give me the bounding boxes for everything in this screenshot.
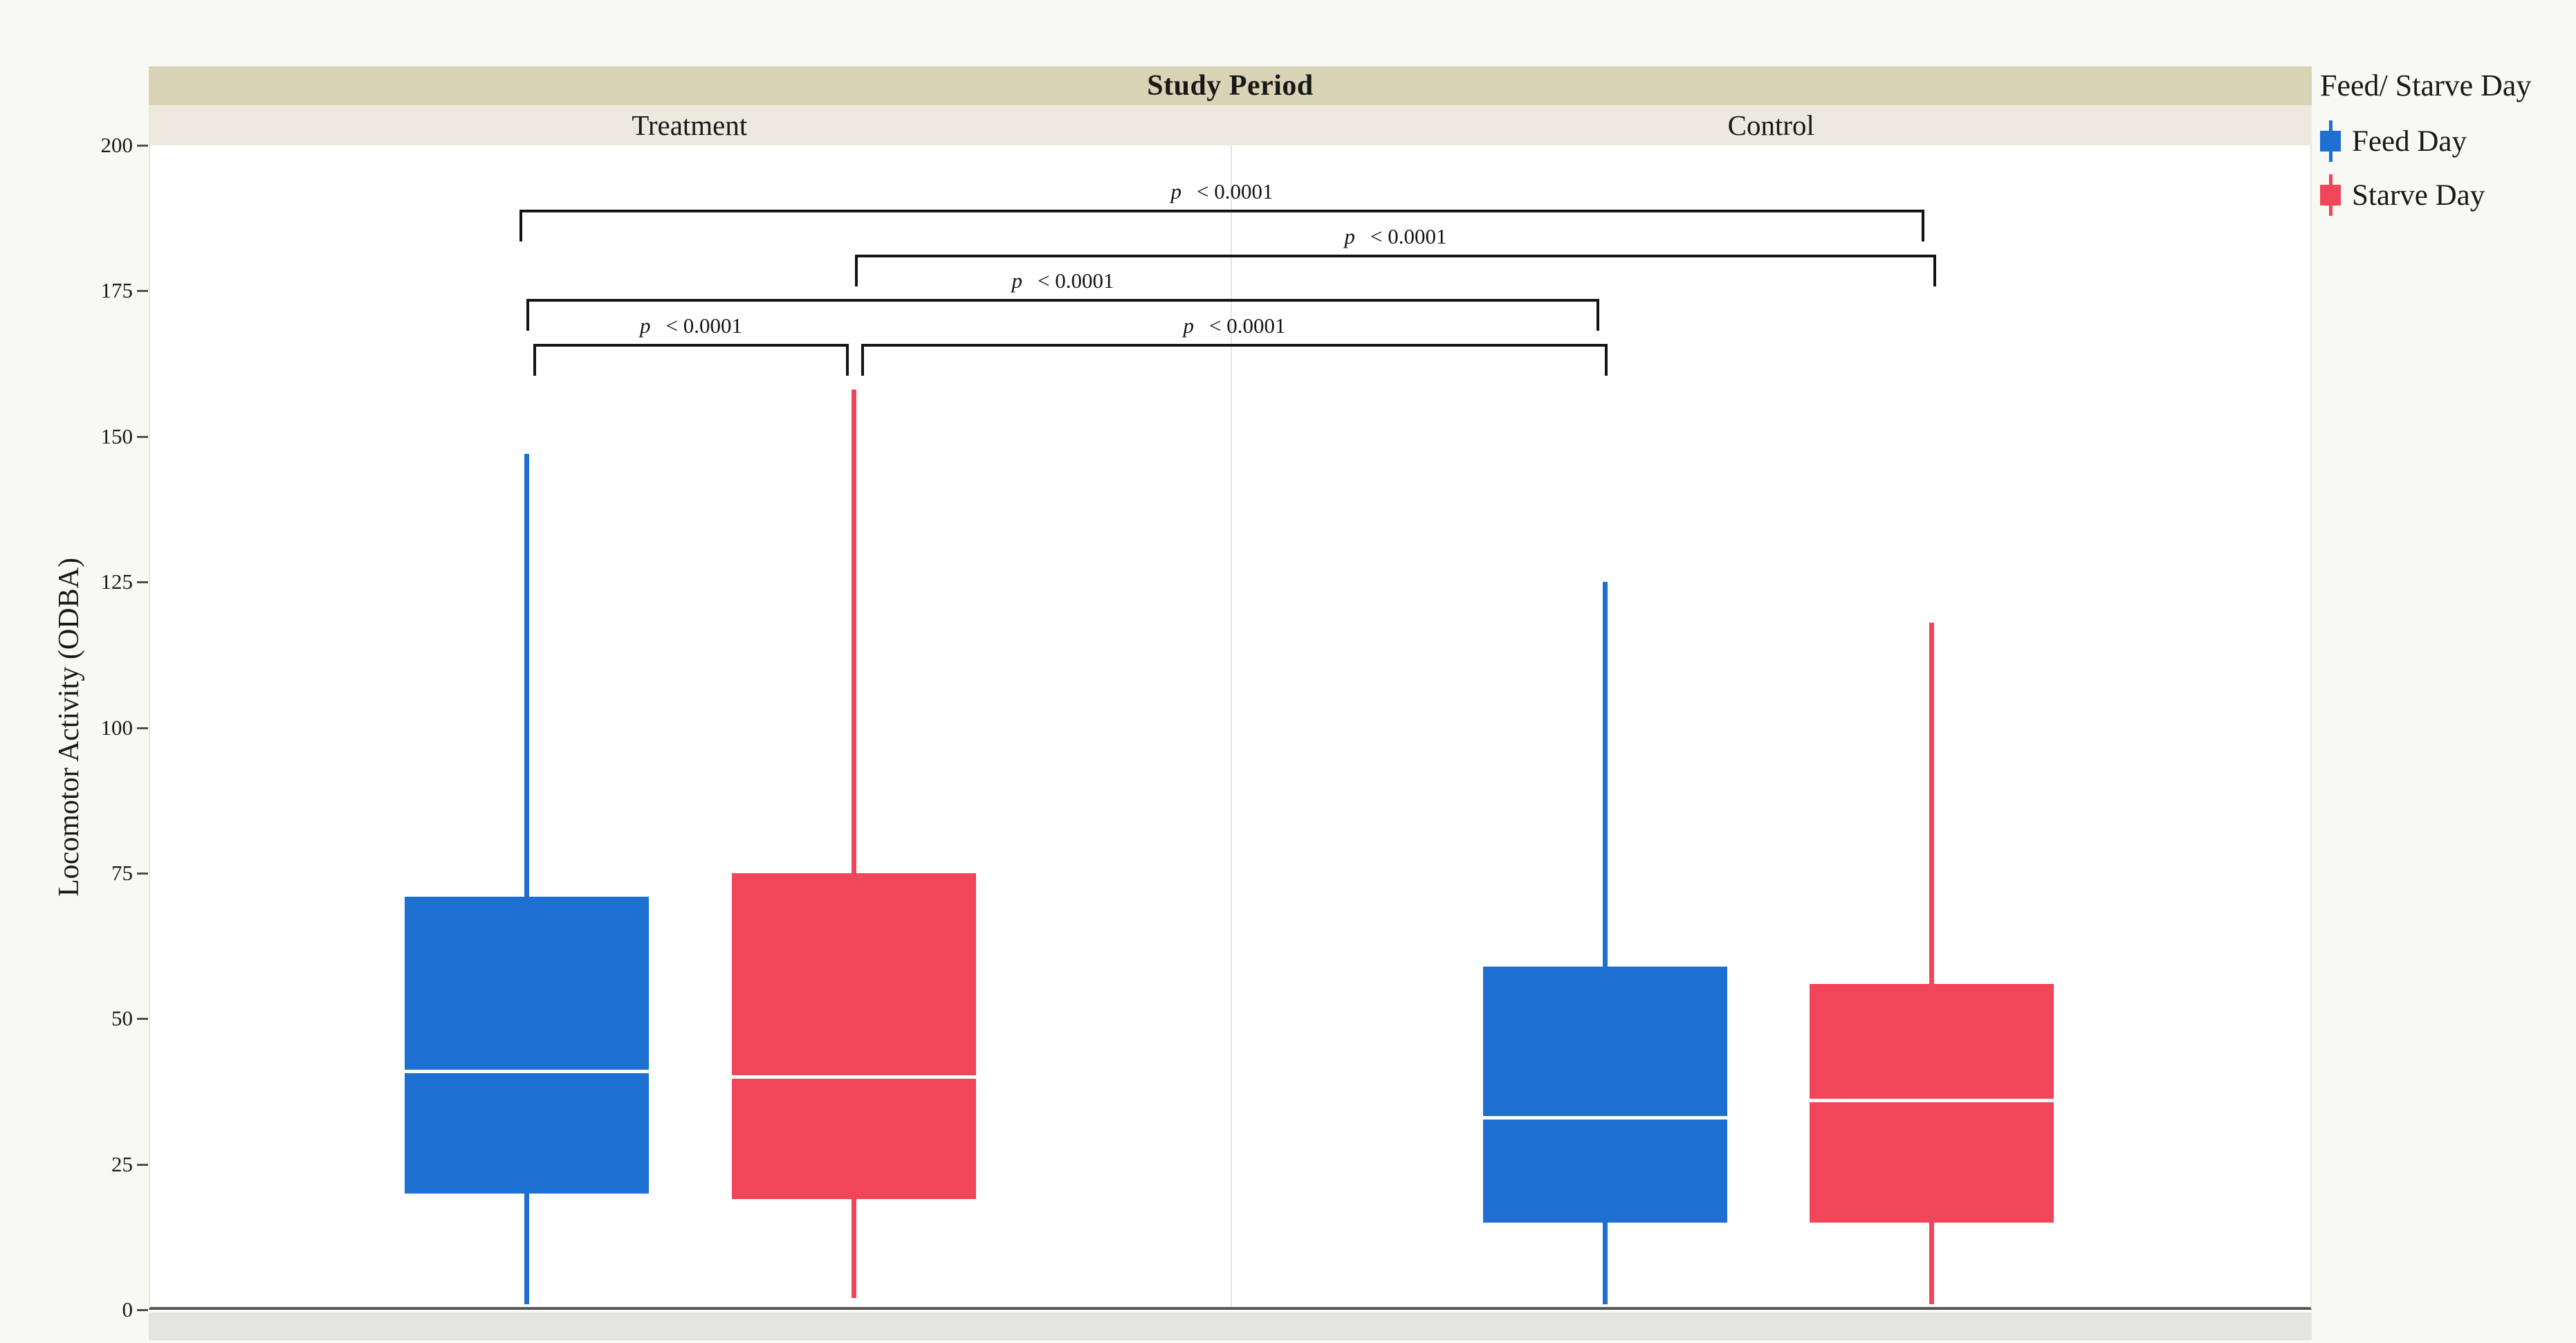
significance-bracket — [519, 210, 1924, 212]
facet-title-band: Study Period — [149, 66, 2312, 105]
y-tick-label: 100 — [100, 715, 134, 740]
significance-label: p < 0.0001 — [1012, 268, 1114, 293]
box-control-starve-day — [1809, 983, 2054, 1223]
panel-divider — [1231, 145, 1232, 1307]
y-tick-mark — [137, 727, 148, 729]
y-tick-label: 25 — [111, 1151, 133, 1176]
y-tick-label: 200 — [100, 133, 134, 157]
significance-bracket — [855, 255, 1936, 257]
starve-day-boxplot-marker-icon — [2320, 174, 2341, 216]
y-tick-mark — [137, 145, 148, 147]
significance-bracket-tick — [846, 344, 849, 376]
y-tick-label: 150 — [100, 423, 134, 448]
whisker-treatment-feed-day — [524, 453, 529, 1304]
significance-label: p < 0.0001 — [1171, 179, 1273, 204]
p-symbol: p — [640, 313, 651, 338]
panel-label-treatment: Treatment — [632, 109, 748, 141]
y-tick-mark — [137, 581, 148, 584]
p-value: < 0.0001 — [1370, 224, 1447, 248]
y-tick-label: 175 — [100, 278, 134, 303]
p-symbol: p — [1170, 179, 1182, 203]
legend-item-feed-day: Feed Day — [2320, 120, 2531, 163]
whisker-control-feed-day — [1603, 582, 1608, 1304]
y-tick-mark — [137, 872, 148, 875]
y-tick-label: 50 — [111, 1006, 133, 1031]
p-value: < 0.0001 — [1197, 179, 1273, 203]
y-tick-label: 0 — [122, 1297, 134, 1322]
significance-bracket-tick — [1597, 299, 1599, 331]
box-treatment-starve-day — [731, 873, 976, 1200]
facet-title: Study Period — [1147, 70, 1314, 102]
legend-item-label: Feed Day — [2352, 125, 2467, 158]
significance-bracket-tick — [519, 210, 522, 241]
x-axis-strip — [149, 1313, 2312, 1340]
significance-bracket-tick — [1605, 344, 1608, 376]
y-tick-label: 125 — [100, 569, 134, 594]
whisker-treatment-starve-day — [852, 390, 856, 1299]
y-tick-mark — [137, 435, 148, 438]
facet-panel-band: Treatment Control — [149, 105, 2312, 145]
legend-title: Feed/ Starve Day — [2320, 68, 2532, 102]
significance-bracket-tick — [533, 344, 536, 376]
legend-item-starve-day: Starve Day — [2320, 174, 2531, 217]
p-value: < 0.0001 — [665, 313, 742, 338]
legend-item-label: Starve Day — [2352, 179, 2485, 212]
p-value: < 0.0001 — [1038, 268, 1114, 293]
whisker-control-starve-day — [1929, 623, 1934, 1304]
significance-bracket — [861, 344, 1608, 347]
significance-bracket-tick — [1922, 210, 1924, 241]
significance-bracket-tick — [526, 299, 529, 331]
significance-label: p < 0.0001 — [640, 313, 742, 338]
median-control-feed-day — [1482, 1116, 1727, 1120]
median-treatment-feed-day — [404, 1069, 649, 1073]
legend: Feed/ Starve Day Feed Day Starve Day — [2320, 68, 2531, 228]
y-tick-mark — [137, 1018, 148, 1021]
significance-bracket-tick — [855, 255, 858, 286]
significance-bracket-tick — [861, 344, 864, 376]
feed-day-boxplot-marker-icon — [2320, 120, 2341, 162]
significance-bracket-tick — [1933, 255, 1936, 286]
panel-label-control: Control — [1727, 109, 1814, 141]
plot-area: p < 0.0001 p < 0.0001 p < 0.0001 p < 0.0001 p < 0… — [149, 145, 2312, 1310]
significance-bracket — [526, 299, 1599, 302]
p-symbol: p — [1183, 313, 1195, 338]
p-symbol: p — [1344, 224, 1356, 248]
y-tick-mark — [137, 1309, 148, 1311]
p-symbol: p — [1011, 268, 1023, 293]
y-tick-label: 75 — [111, 860, 133, 885]
y-tick-mark — [137, 290, 148, 293]
significance-bracket — [533, 344, 849, 347]
box-control-feed-day — [1482, 966, 1727, 1223]
y-tick-mark — [137, 1163, 148, 1166]
median-treatment-starve-day — [731, 1075, 976, 1079]
median-control-starve-day — [1809, 1099, 2054, 1103]
significance-label: p < 0.0001 — [1184, 313, 1286, 338]
significance-label: p < 0.0001 — [1345, 224, 1447, 249]
p-value: < 0.0001 — [1209, 313, 1286, 338]
box-treatment-feed-day — [404, 896, 649, 1194]
